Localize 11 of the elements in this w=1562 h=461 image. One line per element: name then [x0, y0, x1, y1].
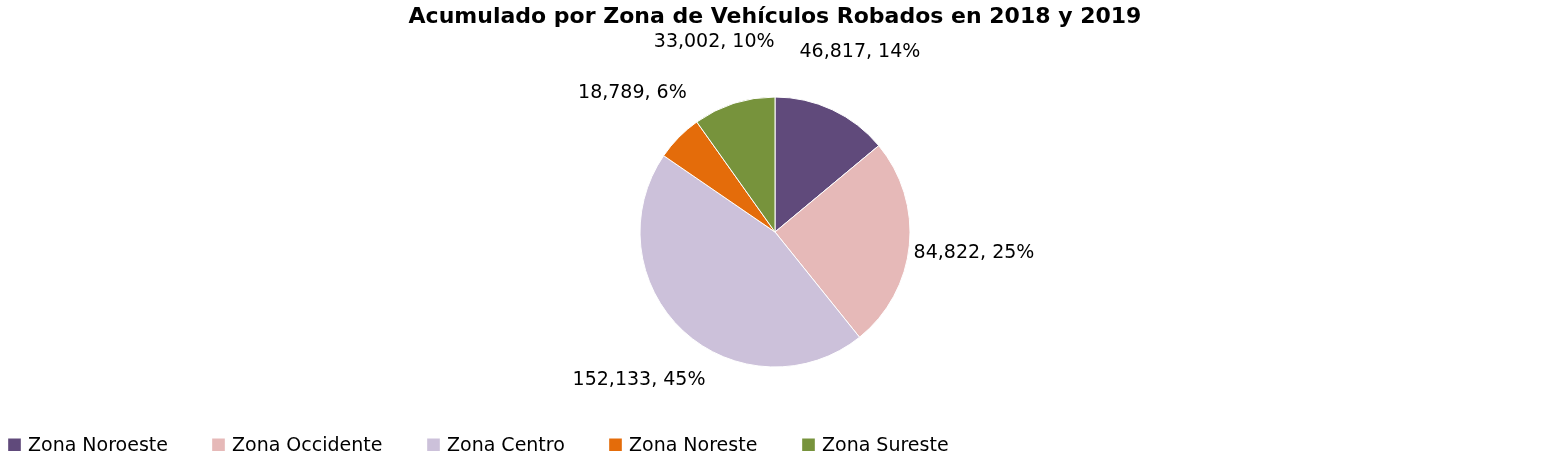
data-label: 152,133, 45%	[572, 366, 706, 389]
legend-label: Zona Noreste	[629, 432, 758, 455]
chart-title: Acumulado por Zona de Vehículos Robados en 2018 y 2019	[408, 3, 1142, 29]
data-label: 18,789, 6%	[578, 79, 687, 102]
legend-label: Zona Centro	[447, 432, 565, 455]
legend-label: Zona Noroeste	[28, 432, 168, 455]
legend-label: Zona Occidente	[232, 432, 383, 455]
legend-label: Zona Sureste	[822, 432, 949, 455]
data-label: 33,002, 10%	[653, 29, 775, 52]
data-label: 46,817, 14%	[799, 38, 921, 61]
data-label: 84,822, 25%	[913, 239, 1035, 262]
